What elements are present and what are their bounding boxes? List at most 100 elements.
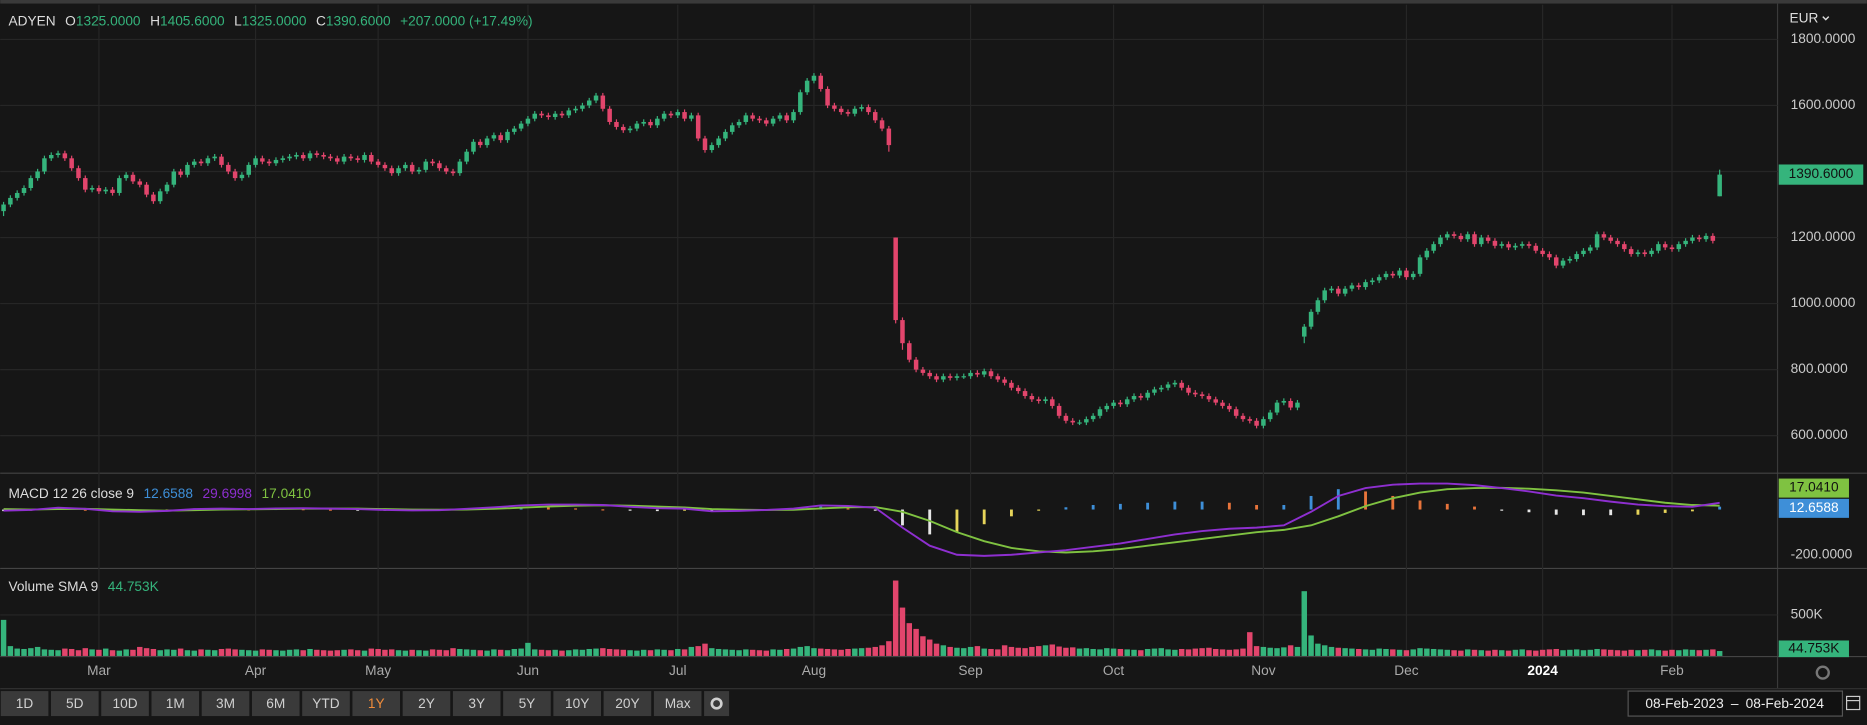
range-button[interactable] xyxy=(352,691,401,717)
range-button-label[interactable]: YTD xyxy=(312,696,339,711)
ohlc-value: 1405.6000 xyxy=(160,13,225,28)
candle-body xyxy=(48,154,54,159)
volume-bar xyxy=(1676,650,1682,656)
range-button[interactable] xyxy=(101,691,149,717)
candle-body xyxy=(137,181,143,185)
currency[interactable]: EUR xyxy=(1789,11,1818,26)
volume-bar xyxy=(429,649,436,656)
labels-layer: ADYEN O1325.0000 H1405.6000 L1325.0000 C1390… xyxy=(9,11,1864,680)
volume-bar xyxy=(538,649,545,656)
x-tick-label: Oct xyxy=(1103,663,1124,678)
candle-body xyxy=(886,128,892,146)
candle-body xyxy=(232,171,238,179)
candle-body xyxy=(1513,245,1518,248)
ohlc-key: C xyxy=(316,13,326,28)
range-button-label[interactable]: 1M xyxy=(166,696,185,711)
currency-chevron[interactable] xyxy=(1822,16,1830,21)
range-button[interactable] xyxy=(603,691,652,717)
candle-body xyxy=(307,153,313,159)
volume-bar xyxy=(1260,646,1267,656)
volume-bar xyxy=(137,646,143,656)
volume-bar xyxy=(559,650,565,656)
settings-icon[interactable] xyxy=(1815,665,1830,680)
range-button[interactable] xyxy=(302,691,350,717)
volume-bar xyxy=(225,648,232,656)
settings-gear[interactable] xyxy=(710,697,723,710)
candle-body xyxy=(403,164,408,169)
range-button-label[interactable]: 5Y xyxy=(519,696,536,711)
histogram-bar xyxy=(1609,509,1613,516)
volume-bar xyxy=(293,649,300,656)
range-button[interactable] xyxy=(201,691,250,717)
candle-body xyxy=(845,112,851,114)
range-button-label[interactable]: 10Y xyxy=(565,696,589,711)
candle-body xyxy=(614,121,619,127)
range-button-label[interactable]: 6M xyxy=(266,696,285,711)
symbol: ADYEN xyxy=(9,13,56,28)
range-button-label[interactable]: 2Y xyxy=(418,696,435,711)
volume-bar xyxy=(1328,646,1335,656)
candle-body xyxy=(961,376,967,378)
candle-body xyxy=(1090,415,1096,420)
volume-bar xyxy=(1458,650,1464,656)
volume-bar xyxy=(34,646,41,656)
calendar-icon[interactable] xyxy=(1846,695,1861,711)
candle-body xyxy=(416,169,422,172)
candle-body xyxy=(1404,270,1409,278)
candle-body xyxy=(900,320,905,344)
candle-body xyxy=(879,120,885,129)
gear-hole[interactable] xyxy=(1820,670,1826,675)
range-button[interactable] xyxy=(653,691,702,717)
candle-body xyxy=(314,153,320,155)
candle-body xyxy=(1172,382,1178,385)
candle-body xyxy=(450,171,456,174)
range-button-label[interactable]: 10D xyxy=(112,696,137,711)
range-button-label[interactable]: Max xyxy=(665,696,691,711)
range-button-label[interactable]: 3M xyxy=(216,696,235,711)
range-button[interactable] xyxy=(402,691,451,717)
candle-body xyxy=(1206,396,1212,400)
range-button[interactable] xyxy=(452,691,501,717)
candle-body xyxy=(1662,244,1668,248)
range-button-label[interactable]: 1Y xyxy=(368,696,385,711)
candle-body xyxy=(539,113,544,116)
volume-bar xyxy=(402,650,409,656)
candle-body xyxy=(1499,244,1504,246)
range-button[interactable] xyxy=(51,691,99,717)
ohlc-value: 1390.6000 xyxy=(326,13,391,28)
candle-body xyxy=(260,158,265,162)
range-button[interactable] xyxy=(251,691,300,717)
candle-body xyxy=(1,204,6,212)
date-range-text[interactable]: 08-Feb-2023–08-Feb-2024 xyxy=(1645,696,1824,711)
volume-bar xyxy=(613,649,620,656)
range-button[interactable] xyxy=(151,691,200,717)
candle-body xyxy=(1240,415,1246,420)
volume-bar xyxy=(463,649,470,656)
candle-body xyxy=(96,188,102,192)
range-button[interactable] xyxy=(0,691,49,717)
candle-body xyxy=(273,159,279,164)
candle-body xyxy=(396,168,401,174)
candle-body xyxy=(1703,235,1709,240)
candle-body xyxy=(981,371,987,375)
range-button-label[interactable]: 5D xyxy=(66,696,84,711)
candle-body xyxy=(321,154,326,157)
volume-bar xyxy=(967,646,974,656)
candle-body xyxy=(1036,399,1041,401)
settings-button[interactable] xyxy=(704,691,730,717)
candle-body xyxy=(1458,235,1464,240)
gear[interactable] xyxy=(1815,665,1830,680)
last-price-box xyxy=(1778,164,1864,185)
range-button-label[interactable]: 20Y xyxy=(615,696,639,711)
candle-body xyxy=(1199,394,1205,397)
candle-body xyxy=(1308,311,1314,327)
date-box[interactable] xyxy=(1627,690,1844,717)
range-button[interactable] xyxy=(553,691,601,717)
range-button-label[interactable]: 3Y xyxy=(468,696,485,711)
volume-bar xyxy=(348,649,354,656)
volume-bar xyxy=(497,649,504,656)
range-button-label[interactable]: 1D xyxy=(16,696,34,711)
range-button[interactable] xyxy=(503,691,551,717)
date-range[interactable]: 08-Feb-2023–08-Feb-2024 xyxy=(1627,690,1861,717)
volume-bar xyxy=(436,649,443,656)
